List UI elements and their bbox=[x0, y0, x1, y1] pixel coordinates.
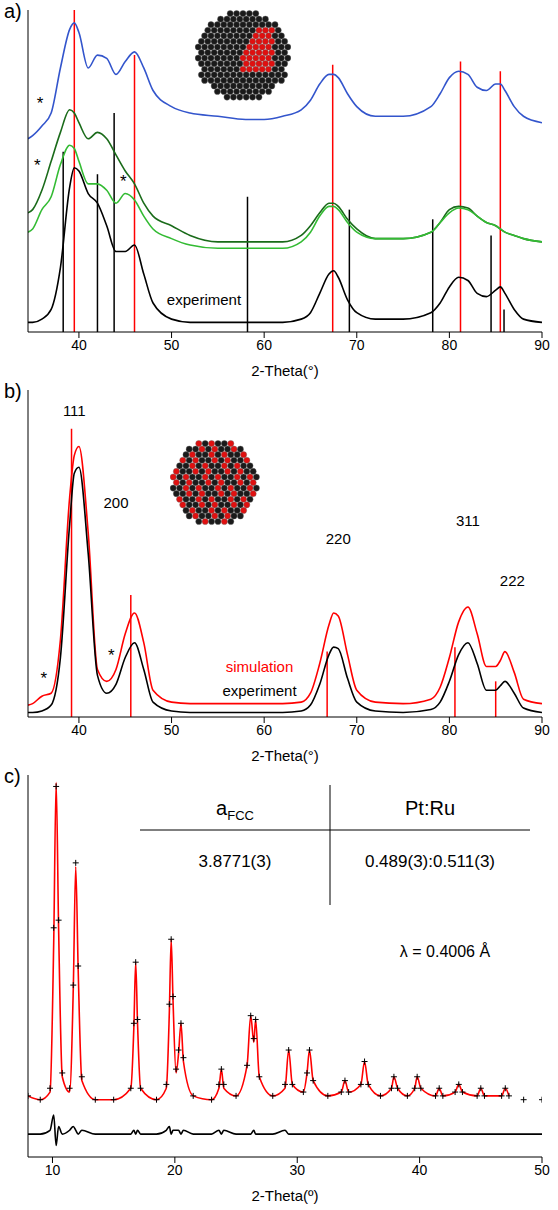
svg-text:50: 50 bbox=[164, 722, 180, 738]
html-text:b): b) bbox=[4, 380, 22, 402]
svg-text:70: 70 bbox=[349, 722, 365, 738]
svg-text:80: 80 bbox=[442, 337, 458, 353]
svg-text:40: 40 bbox=[71, 722, 87, 738]
svg-text:20: 20 bbox=[167, 1162, 183, 1178]
svg-text:40: 40 bbox=[71, 337, 87, 353]
svg-text:50: 50 bbox=[534, 1162, 550, 1178]
svg-text:40: 40 bbox=[412, 1162, 428, 1178]
svg-text:Pt:Ru: Pt:Ru bbox=[405, 797, 455, 819]
svg-text:10: 10 bbox=[45, 1162, 61, 1178]
svg-text:2-Theta(°): 2-Theta(°) bbox=[251, 362, 319, 379]
svg-text:60: 60 bbox=[256, 722, 272, 738]
svg-text:311: 311 bbox=[456, 512, 480, 529]
svg-text:3.8771(3): 3.8771(3) bbox=[199, 852, 272, 871]
svg-text:λ = 0.4006 Å: λ = 0.4006 Å bbox=[400, 942, 491, 960]
svg-text:*: * bbox=[34, 156, 41, 175]
svg-text:90: 90 bbox=[534, 722, 550, 738]
svg-text:*: * bbox=[108, 646, 115, 665]
svg-text:60: 60 bbox=[256, 337, 272, 353]
svg-text:200: 200 bbox=[103, 494, 128, 511]
svg-text:50: 50 bbox=[164, 337, 180, 353]
html-text:c): c) bbox=[4, 765, 21, 787]
html-text:a): a) bbox=[4, 0, 22, 22]
svg-text:*: * bbox=[37, 94, 44, 113]
svg-text:0.489(3):0.511(3): 0.489(3):0.511(3) bbox=[365, 852, 495, 871]
svg-text:experiment: experiment bbox=[222, 682, 297, 699]
svg-text:80: 80 bbox=[442, 722, 458, 738]
svg-text:70: 70 bbox=[349, 337, 365, 353]
svg-text:111: 111 bbox=[63, 402, 86, 419]
svg-text:222: 222 bbox=[500, 572, 525, 589]
svg-text:220: 220 bbox=[326, 530, 351, 547]
svg-text:aFCC: aFCC bbox=[216, 797, 254, 823]
svg-text:2-Theta(º): 2-Theta(º) bbox=[251, 1187, 318, 1204]
svg-text:*: * bbox=[120, 172, 127, 191]
svg-text:simulation: simulation bbox=[226, 658, 294, 675]
svg-text:90: 90 bbox=[534, 337, 550, 353]
svg-text:30: 30 bbox=[289, 1162, 305, 1178]
svg-text:2-Theta(°): 2-Theta(°) bbox=[251, 747, 319, 764]
svg-text:*: * bbox=[40, 669, 47, 688]
svg-text:experiment: experiment bbox=[167, 291, 242, 308]
